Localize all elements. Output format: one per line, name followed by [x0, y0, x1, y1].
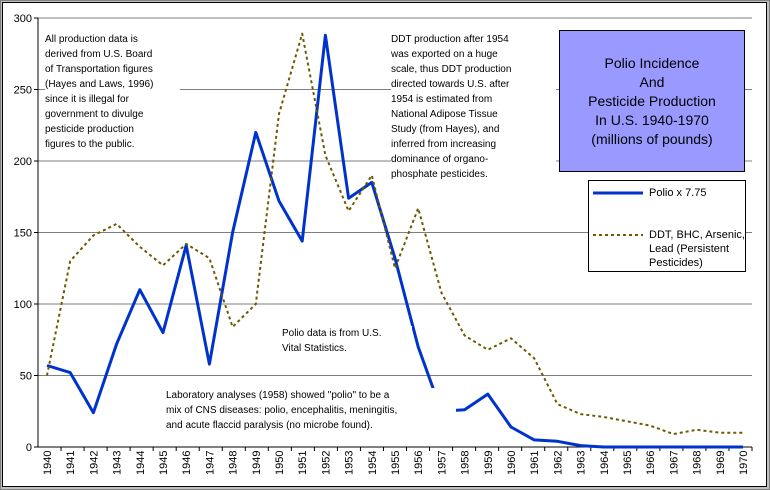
x-tick-label: 1944 [135, 451, 147, 475]
x-tick-label: 1948 [228, 451, 240, 475]
x-tick-label: 1956 [413, 451, 425, 475]
x-tick-label: 1951 [297, 451, 309, 475]
legend-label-polio: Polio x 7.75 [649, 187, 707, 199]
x-tick-label: 1945 [158, 451, 170, 475]
annotation-lab-analyses: Laboratory analyses (1958) showed "polio… [166, 388, 456, 433]
x-tick-label: 1959 [483, 451, 495, 475]
x-tick-label: 1962 [552, 451, 564, 475]
x-tick-label: 1954 [367, 451, 379, 475]
x-tick-label: 1949 [251, 451, 263, 475]
y-tick-label: 300 [14, 13, 32, 25]
chart-legend: Polio x 7.75 DDT, BHC, Arsenic, Lead (Pe… [588, 180, 746, 272]
y-tick-label: 250 [14, 85, 32, 97]
x-tick-label: 1967 [668, 451, 680, 475]
y-tick-label: 150 [14, 228, 32, 240]
annotation-polio-source: Polio data is from U.S. Vital Statistics… [282, 326, 412, 356]
x-tick-label: 1955 [390, 451, 402, 475]
x-tick-label: 1940 [42, 451, 54, 475]
y-tick-label: 50 [20, 371, 32, 383]
x-tick-label: 1943 [112, 451, 124, 475]
legend-swatch-polio [593, 191, 643, 195]
x-tick-label: 1960 [506, 451, 518, 475]
x-tick-label: 1958 [460, 451, 472, 475]
y-tick-label: 0 [26, 442, 32, 454]
x-tick-label: 1966 [645, 451, 657, 475]
x-tick-label: 1957 [436, 451, 448, 475]
x-tick-label: 1953 [344, 451, 356, 475]
x-tick-label: 1970 [738, 451, 750, 475]
chart-title: Polio Incidence And Pesticide Production… [559, 30, 745, 172]
y-tick-label: 100 [14, 299, 32, 311]
x-tick-label: 1969 [715, 451, 727, 475]
annotation-production-data: All production data is derived from U.S.… [45, 32, 180, 152]
x-tick-label: 1964 [599, 451, 611, 475]
legend-swatch-pesticides [593, 234, 643, 236]
x-tick-label: 1961 [529, 451, 541, 475]
x-tick-label: 1963 [576, 451, 588, 475]
x-tick-label: 1952 [320, 451, 332, 475]
x-tick-label: 1947 [204, 451, 216, 475]
x-tick-label: 1942 [88, 451, 100, 475]
x-tick-label: 1950 [274, 451, 286, 475]
legend-label-pesticides: DDT, BHC, Arsenic, Lead (Persistent Pest… [649, 229, 745, 269]
y-tick-label: 200 [14, 156, 32, 168]
x-tick-label: 1968 [692, 451, 704, 475]
annotation-ddt-export: DDT production after 1954 was exported o… [391, 32, 556, 182]
x-tick-label: 1965 [622, 451, 634, 475]
x-tick-label: 1941 [65, 451, 77, 475]
x-tick-label: 1946 [181, 451, 193, 475]
